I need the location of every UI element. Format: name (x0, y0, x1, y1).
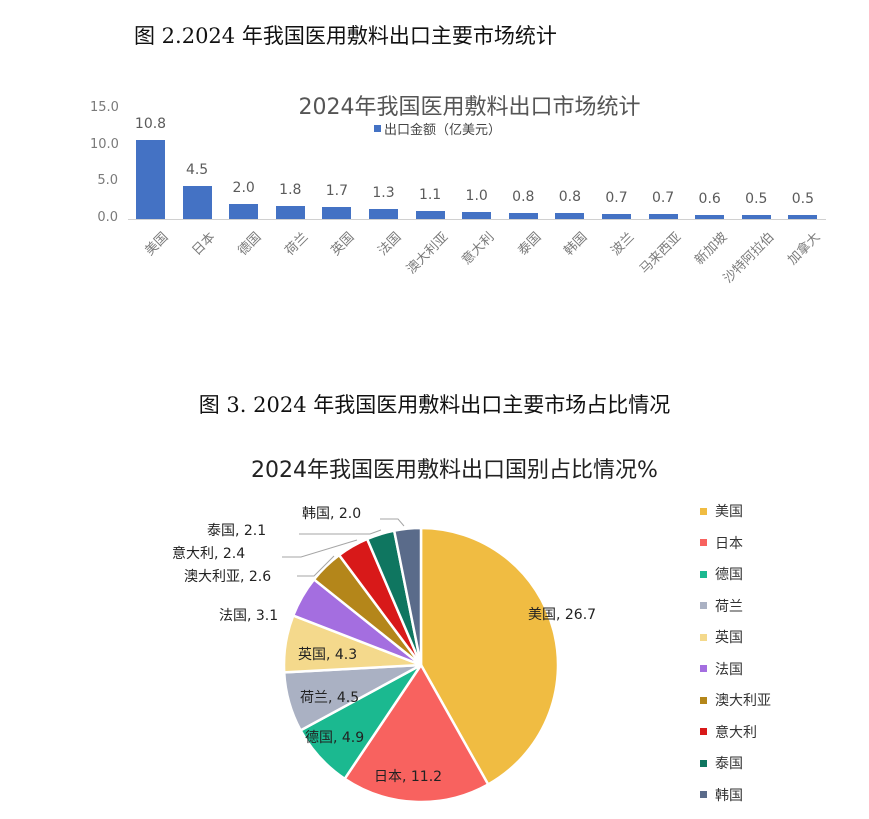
legend-swatch-icon (700, 539, 707, 546)
bar-value-label: 1.7 (325, 182, 349, 199)
legend-label: 荷兰 (715, 598, 743, 615)
bar-value-label: 0.7 (605, 189, 628, 206)
legend-item: 德国 (700, 564, 743, 584)
bar (695, 214, 725, 219)
bar (369, 209, 398, 219)
legend-label: 日本 (715, 535, 743, 552)
bar-value-label: 2.0 (232, 180, 255, 197)
legend-swatch-icon (700, 633, 707, 641)
bar-value-label: 4.5 (185, 161, 209, 178)
bar-value-label: 1.3 (372, 185, 395, 202)
bar-value-label: 10.8 (134, 115, 167, 132)
x-axis-line (128, 219, 826, 220)
leader-line (299, 529, 382, 535)
bar (462, 211, 492, 219)
bar-chart-title: 2024年我国医用敷料出口市场统计 (298, 95, 641, 120)
bar-value-label: 0.8 (512, 189, 535, 206)
figure-3-caption: 图 3. 2024 年我国医用敷料出口主要市场占比情况 (198, 393, 671, 417)
pie-slice (342, 662, 490, 804)
bar (182, 185, 212, 219)
legend-item: 法国 (700, 659, 743, 679)
bar (275, 205, 305, 219)
legend-item: 美国 (700, 501, 743, 521)
legend-label: 意大利 (715, 724, 757, 741)
y-tick-label: 15.0 (90, 99, 119, 115)
legend-item: 澳大利亚 (700, 690, 771, 710)
bar (229, 204, 259, 219)
bar (508, 213, 538, 219)
legend-swatch-icon (700, 570, 707, 578)
bar (415, 210, 445, 219)
bar (602, 213, 631, 219)
legend-item: 荷兰 (700, 596, 743, 616)
bar (136, 139, 165, 219)
bar (555, 213, 585, 219)
legend-label: 德国 (715, 567, 743, 583)
legend-item: 英国 (700, 627, 743, 647)
pie-data-label: 美国, 26.7 (528, 607, 597, 623)
bar-value-label: 0.6 (698, 190, 721, 207)
bar (788, 215, 818, 219)
legend-swatch-icon (700, 665, 707, 672)
legend-label: 法国 (715, 661, 743, 678)
pie-chart-title: 2024年我国医用敷料出口国别占比情况% (251, 458, 658, 483)
bar-value-label: 0.7 (651, 189, 675, 206)
legend-label: 泰国 (715, 756, 743, 772)
bar-value-label: 1.8 (279, 181, 302, 198)
legend-swatch-icon (374, 125, 381, 132)
legend-label: 澳大利亚 (715, 693, 771, 709)
bar (322, 206, 352, 219)
leader-line (282, 539, 358, 558)
legend-swatch-icon (700, 507, 707, 515)
pie-data-label: 意大利, 2.4 (172, 546, 246, 562)
y-tick-label: 0.0 (97, 210, 118, 225)
figure-2-caption: 图 2.2024 年我国医用敷料出口主要市场统计 (134, 24, 557, 48)
bar (648, 213, 678, 219)
bar-value-label: 0.5 (791, 191, 815, 208)
legend-item: 意大利 (700, 722, 757, 742)
legend-item: 日本 (700, 533, 743, 553)
pie-slice (392, 526, 423, 666)
y-tick-label: 10.0 (90, 136, 119, 152)
pie-data-label: 荷兰, 4.5 (300, 690, 360, 706)
legend-swatch-icon (700, 696, 707, 704)
legend-label: 韩国 (715, 787, 743, 804)
legend-swatch-icon (700, 759, 707, 767)
legend-swatch-icon (700, 728, 707, 735)
pie-data-label: 韩国, 2.0 (302, 506, 362, 522)
bar (741, 215, 771, 219)
leader-line (297, 555, 335, 577)
pie-slice (419, 526, 560, 787)
bar-value-label: 1.1 (418, 186, 442, 203)
leader-line (380, 518, 405, 527)
legend-label: 出口金额（亿美元） (384, 123, 502, 138)
legend-swatch-icon (700, 791, 707, 798)
y-tick-label: 5.0 (97, 173, 118, 189)
legend-label: 英国 (715, 630, 743, 646)
bar-chart-legend: 出口金额（亿美元） (374, 119, 501, 138)
legend-item: 韩国 (700, 785, 743, 805)
legend-swatch-icon (700, 602, 707, 609)
pie-data-label: 日本, 11.2 (374, 769, 443, 785)
bar-value-label: 1.0 (465, 187, 488, 204)
pie-data-label: 法国, 3.1 (219, 608, 279, 624)
pie-data-label: 英国, 4.3 (298, 647, 358, 663)
legend-label: 美国 (715, 504, 743, 520)
pie-data-label: 澳大利亚, 2.6 (184, 569, 272, 585)
bar-value-label: 0.5 (745, 191, 768, 208)
legend-item: 泰国 (700, 753, 743, 773)
pie-data-label: 泰国, 2.1 (207, 523, 267, 539)
bar-value-label: 0.8 (558, 189, 582, 206)
pie-data-label: 德国, 4.9 (305, 730, 365, 746)
